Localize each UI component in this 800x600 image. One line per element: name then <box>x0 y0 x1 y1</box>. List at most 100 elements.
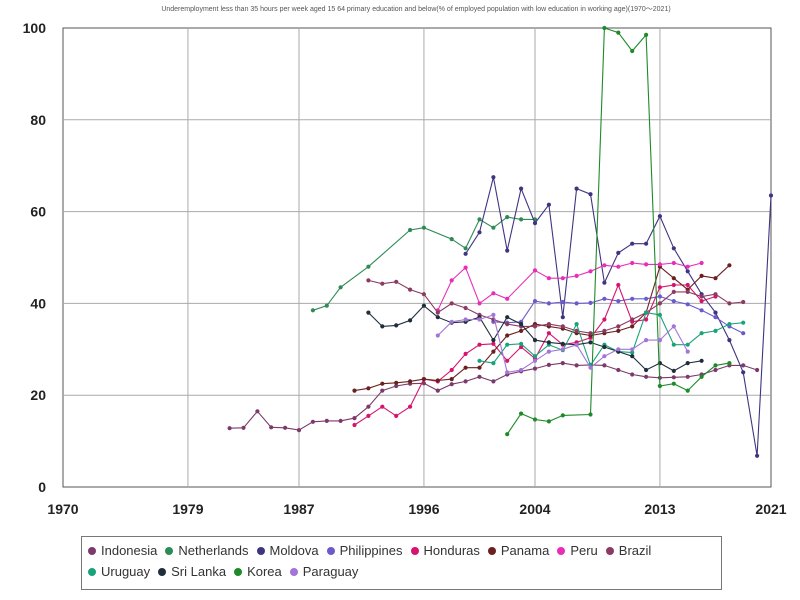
legend-item[interactable]: Philippines <box>326 543 403 558</box>
data-point <box>366 278 371 283</box>
data-point <box>630 347 635 352</box>
data-point <box>602 344 607 350</box>
legend-label: Paraguay <box>302 564 359 579</box>
data-point <box>685 282 690 288</box>
data-point <box>352 416 357 421</box>
data-point <box>602 280 607 285</box>
x-tick-label: 2013 <box>644 501 675 517</box>
series-moldova <box>463 175 774 458</box>
legend-item[interactable]: Indonesia <box>88 543 157 558</box>
data-point <box>713 367 718 373</box>
data-point <box>477 301 482 306</box>
series-line <box>465 177 772 456</box>
data-point <box>616 367 621 373</box>
data-point <box>505 248 510 253</box>
data-point <box>449 278 454 283</box>
data-point <box>394 323 399 328</box>
legend-label: Korea <box>247 564 282 579</box>
data-point <box>560 347 565 352</box>
data-point <box>574 322 579 327</box>
data-point <box>532 338 538 343</box>
data-point <box>588 300 593 305</box>
legend-item[interactable]: Sri Lanka <box>158 564 226 579</box>
data-point <box>727 301 732 306</box>
data-point <box>477 374 482 379</box>
data-point <box>366 413 371 418</box>
data-point <box>602 263 607 268</box>
data-point <box>657 262 663 267</box>
data-point <box>685 374 690 379</box>
legend-item[interactable]: Peru <box>557 543 598 558</box>
data-point <box>588 340 593 345</box>
legend-item[interactable]: Netherlands <box>165 543 249 558</box>
data-point <box>435 388 440 393</box>
data-point <box>574 273 579 278</box>
data-point <box>519 344 524 350</box>
legend-item[interactable]: Honduras <box>410 543 480 558</box>
data-point <box>491 349 496 354</box>
data-point <box>727 338 732 343</box>
data-point <box>435 333 440 338</box>
x-tick-label: 2021 <box>755 501 786 517</box>
data-point <box>283 425 288 430</box>
data-point <box>505 315 510 320</box>
data-point <box>699 308 704 313</box>
data-point <box>310 308 315 313</box>
data-point <box>574 301 579 306</box>
series-line <box>506 27 730 435</box>
data-point <box>588 269 593 274</box>
data-point <box>338 285 343 290</box>
data-point <box>421 377 426 382</box>
x-tick-label: 1987 <box>283 501 314 517</box>
data-point <box>560 341 565 346</box>
legend-item[interactable]: Brazil <box>605 543 651 558</box>
data-point <box>699 260 704 266</box>
data-point <box>671 246 676 251</box>
legend-item[interactable]: Panama <box>487 543 549 558</box>
data-point <box>421 225 426 230</box>
legend-item[interactable]: Paraguay <box>289 564 359 579</box>
series-korea <box>505 25 732 437</box>
data-point <box>699 374 704 379</box>
data-point <box>616 250 621 255</box>
data-point <box>685 361 690 366</box>
legend-item[interactable]: Moldova <box>256 543 319 558</box>
data-point <box>602 328 607 333</box>
data-point <box>671 375 676 380</box>
data-point <box>546 322 552 327</box>
data-point <box>380 381 385 386</box>
data-point <box>449 319 454 324</box>
data-point <box>588 412 593 417</box>
legend-label: Netherlands <box>178 543 249 558</box>
legend-item[interactable]: Korea <box>234 564 282 579</box>
data-point <box>505 333 510 338</box>
data-point <box>574 186 579 191</box>
legend-label: Indonesia <box>101 543 158 558</box>
data-point <box>657 312 663 317</box>
data-point <box>616 30 621 35</box>
legend-label: Peru <box>570 543 598 558</box>
legend-swatch <box>410 546 419 555</box>
data-point <box>616 324 621 329</box>
data-point <box>366 264 371 269</box>
data-point <box>532 299 538 304</box>
data-point <box>366 386 371 391</box>
legend-item[interactable]: Uruguay <box>88 564 150 579</box>
grid <box>62 27 772 488</box>
data-point <box>644 310 649 315</box>
data-point <box>380 324 385 329</box>
data-point <box>685 388 690 393</box>
data-point <box>630 260 635 266</box>
data-point <box>477 217 482 222</box>
data-point <box>560 299 565 305</box>
data-point <box>477 358 482 363</box>
legend-swatch <box>88 546 96 555</box>
data-point <box>671 260 676 266</box>
data-point <box>463 365 468 370</box>
data-point <box>657 294 663 299</box>
data-point <box>630 241 635 246</box>
series-uruguay <box>477 310 746 368</box>
data-point <box>574 342 579 347</box>
data-point <box>630 48 635 54</box>
data-point <box>505 370 510 375</box>
